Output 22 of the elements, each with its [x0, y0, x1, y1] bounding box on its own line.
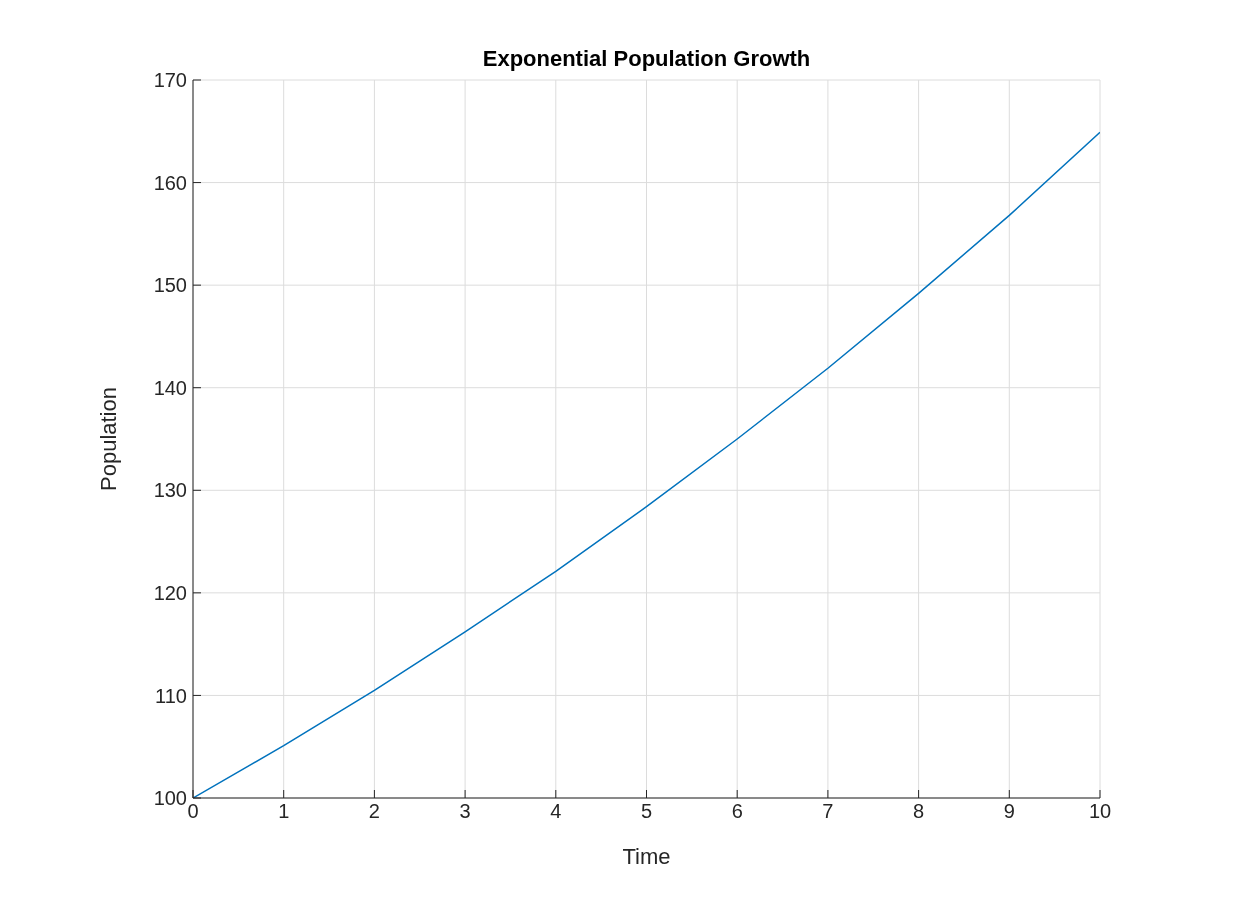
y-tick-label: 170	[153, 69, 187, 92]
y-tick-label: 100	[153, 787, 187, 810]
x-tick-label: 4	[550, 800, 562, 823]
x-tick-label: 6	[731, 800, 743, 823]
y-axis-title: Population	[95, 387, 121, 491]
chart-title: Exponential Population Growth	[481, 46, 812, 72]
x-tick-label: 5	[640, 800, 653, 823]
x-tick-label: 0	[187, 800, 199, 823]
x-tick-label: 7	[822, 800, 834, 823]
x-tick-label: 9	[1003, 800, 1015, 823]
y-tick-label: 120	[153, 581, 187, 604]
x-tick-label: 1	[278, 800, 290, 823]
y-tick-label: 110	[155, 684, 187, 707]
y-tick-label: 150	[153, 274, 187, 297]
y-tick-label: 140	[153, 376, 187, 399]
x-axis-title: Time	[622, 844, 671, 869]
x-tick-label: 3	[459, 800, 471, 823]
x-tick-label: 2	[368, 800, 380, 823]
y-tick-label: 130	[153, 479, 187, 502]
x-tick-label: 8	[913, 800, 925, 823]
x-tick-label: 10	[1088, 800, 1112, 823]
y-tick-label: 160	[153, 171, 187, 194]
